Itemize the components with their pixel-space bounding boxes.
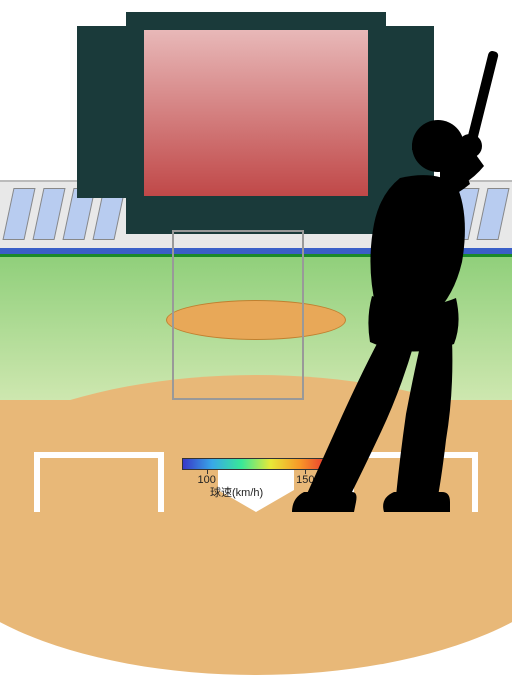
strike-zone [172,230,304,400]
batters-box-line [158,452,164,512]
speed-legend-label: 球速(km/h) [210,484,263,500]
batters-box-line [34,452,40,512]
batter-silhouette [290,50,512,512]
batters-box-line [34,452,164,458]
